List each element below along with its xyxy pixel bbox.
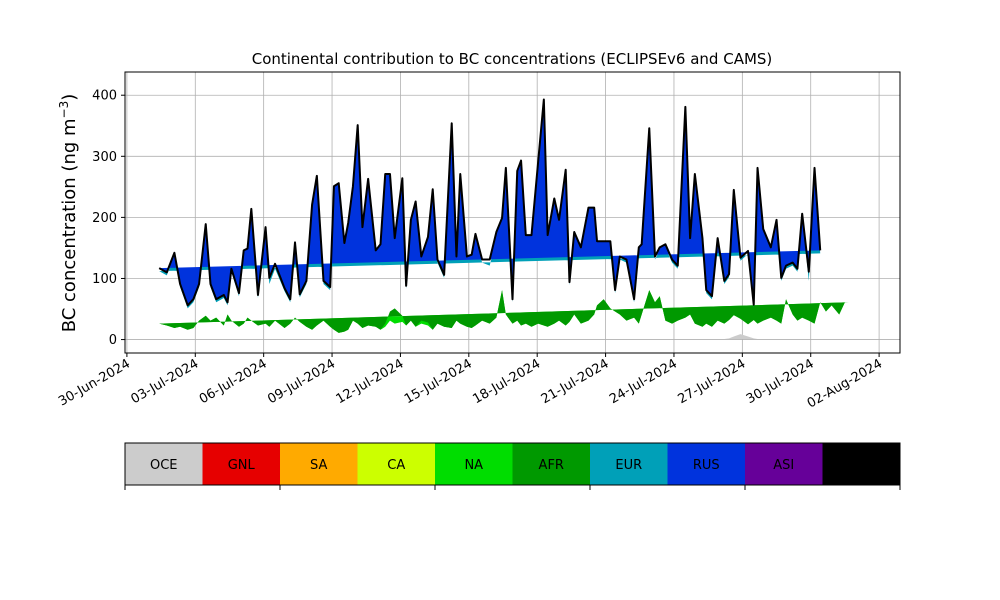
legend-label-gnl: GNL <box>228 458 256 473</box>
x-tick-label: 30-Jun-2024 <box>56 356 133 409</box>
x-tick-label: 09-Jul-2024 <box>265 356 338 407</box>
x-tick-label: 18-Jul-2024 <box>470 356 543 407</box>
x-tick-label: 03-Jul-2024 <box>128 356 201 407</box>
y-axis-label-text: BC concentration (ng m <box>59 118 80 332</box>
legend-label-ca: CA <box>387 458 405 473</box>
legend: OCE GNL SA CA NA AFR EUR RUS ASI AUS <box>125 443 900 490</box>
y-tick-label: 300 <box>92 150 117 165</box>
legend-label-asi: ASI <box>773 458 794 473</box>
x-tick-label: 21-Jul-2024 <box>539 356 612 407</box>
x-tick-label: 27-Jul-2024 <box>676 356 749 407</box>
legend-label-oce: OCE <box>150 458 178 473</box>
x-axis-ticks: 30-Jun-202403-Jul-202406-Jul-202409-Jul-… <box>56 353 885 412</box>
area-afr <box>159 290 849 333</box>
stacked-areas <box>159 99 849 338</box>
area-rus <box>159 99 820 305</box>
area-oce <box>159 334 849 339</box>
legend-label-sa: SA <box>310 458 327 473</box>
legend-label-aus: AUS <box>848 458 875 473</box>
y-tick-label: 200 <box>92 211 117 226</box>
x-tick-label: 12-Jul-2024 <box>334 356 407 407</box>
y-tick-label: 0 <box>109 333 117 348</box>
x-tick-label: 06-Jul-2024 <box>197 356 270 407</box>
y-tick-label: 100 <box>92 272 117 287</box>
y-axis-ticks: 0 100 200 300 400 <box>92 89 125 348</box>
legend-label-na: NA <box>464 458 483 473</box>
y-axis-label-exponent: −3 <box>57 101 71 119</box>
x-tick-label: 24-Jul-2024 <box>607 356 680 407</box>
y-tick-label: 400 <box>92 89 117 104</box>
x-tick-label: 02-Aug-2024 <box>805 356 885 411</box>
y-axis-label: BC concentration (ng m−3) <box>57 94 80 333</box>
legend-label-rus: RUS <box>693 458 720 473</box>
chart-title: Continental contribution to BC concentra… <box>252 50 773 68</box>
y-axis-label-close: ) <box>59 94 80 101</box>
legend-label-afr: AFR <box>539 458 564 473</box>
legend-label-eur: EUR <box>615 458 642 473</box>
x-tick-label: 15-Jul-2024 <box>402 356 475 407</box>
